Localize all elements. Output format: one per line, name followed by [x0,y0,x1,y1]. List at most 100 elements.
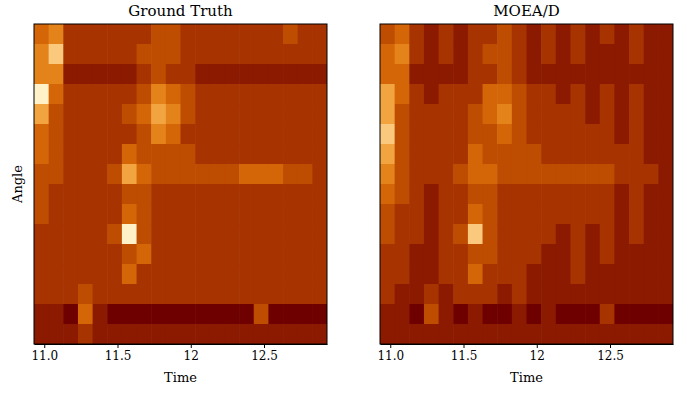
heat-cell [409,204,424,225]
heat-cell [658,284,673,305]
panel: 11.011.51212.5Ground TruthTimeAngle [10,2,328,385]
x-tick-mark [118,344,119,348]
heat-cell [254,124,269,145]
heat-cell [629,304,644,325]
heat-cell [439,204,454,225]
heat-cell [63,84,78,105]
heat-cell [600,164,615,185]
heat-cell [63,124,78,145]
heat-cell [497,104,512,125]
heat-cell [512,244,527,265]
heat-cell [49,144,64,165]
heat-cell [409,284,424,305]
heat-cell [497,224,512,245]
heat-cell [224,124,239,145]
heat-cell [93,104,108,125]
heat-cell [570,164,585,185]
heat-cell [570,124,585,145]
heat-cell [107,204,122,225]
heat-cell [312,44,327,65]
heat-cell [570,264,585,285]
heat-cell [151,324,166,344]
heat-cell [312,104,327,125]
heat-cell [483,244,498,265]
heat-cell [283,104,298,125]
heat-cell [195,264,210,285]
heat-cell [107,284,122,305]
heat-cell [283,264,298,285]
heat-cell [644,204,659,225]
heat-cell [570,44,585,65]
heat-cell [512,284,527,305]
heat-cell [497,324,512,344]
heat-cell [181,24,196,45]
heat-cell [541,204,556,225]
heat-cell [107,84,122,105]
heat-cell [439,24,454,45]
heat-cell [166,144,181,165]
heat-cell [122,324,137,344]
heat-cell [395,184,410,205]
heat-cell [137,324,152,344]
heat-cell [468,164,483,185]
heat-cell [107,104,122,125]
heat-cell [644,184,659,205]
heat-cell [483,204,498,225]
heat-cell [312,284,327,305]
heat-cell [122,304,137,325]
heat-cell [658,304,673,325]
heat-cell [298,64,313,85]
heat-cell [210,164,225,185]
heat-cell [239,124,254,145]
heat-cell [312,24,327,45]
heat-cell [268,224,283,245]
heat-cell [78,124,93,145]
heat-cell [195,224,210,245]
heat-cell [239,284,254,305]
heat-cell [107,304,122,325]
heat-cell [424,124,439,145]
x-tick-mark [610,344,611,348]
heat-cell [497,84,512,105]
heat-cell [298,84,313,105]
heat-cell [239,24,254,45]
x-tick-label: 12.5 [597,349,624,363]
heat-cell [34,224,49,245]
heat-cell [137,64,152,85]
heat-cell [78,284,93,305]
heat-cell [283,44,298,65]
heat-cell [78,24,93,45]
heat-cell [283,224,298,245]
heat-cell [556,324,571,344]
heat-cell [600,144,615,165]
heat-cell [468,64,483,85]
heat-cell [137,184,152,205]
heat-cell [93,204,108,225]
heat-cell [527,284,542,305]
heat-cell [181,264,196,285]
heat-cell [78,144,93,165]
heat-cell [210,84,225,105]
heat-cell [527,104,542,125]
heat-cell [468,24,483,45]
heat-cell [298,104,313,125]
heat-cell [453,184,468,205]
heat-cell [268,324,283,344]
heat-cell [395,244,410,265]
heat-cell [210,324,225,344]
heat-cell [600,44,615,65]
heat-cell [395,224,410,245]
heat-cell [195,64,210,85]
heat-cell [122,264,137,285]
heat-cell [298,224,313,245]
heat-cell [166,104,181,125]
heat-cell [512,64,527,85]
heat-cell [483,184,498,205]
panel-title: Ground Truth [128,2,233,20]
heat-cell [483,64,498,85]
x-tick-label: 11.5 [105,349,132,363]
heat-cell [629,64,644,85]
heat-cell [210,24,225,45]
heat-cell [541,84,556,105]
heat-cell [166,224,181,245]
